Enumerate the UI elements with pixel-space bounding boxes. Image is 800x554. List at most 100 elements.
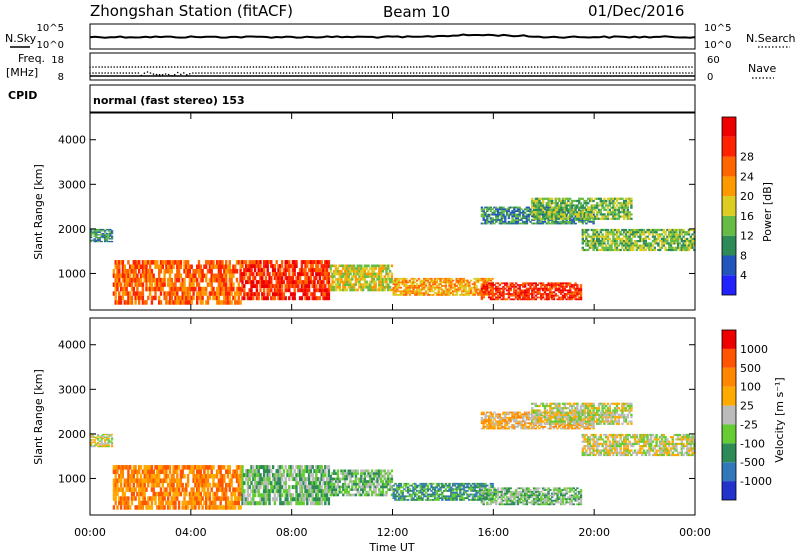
echo-cell	[581, 237, 584, 240]
echo-cell	[192, 500, 195, 506]
echo-cell	[664, 246, 667, 249]
echo-cell	[538, 215, 541, 218]
nave-point	[282, 72, 285, 74]
echo-cell	[605, 246, 608, 249]
echo-cell	[262, 268, 266, 273]
echo-cell	[158, 474, 161, 479]
echo-cell	[243, 272, 246, 277]
echo-cell	[114, 282, 117, 287]
echo-cell	[437, 285, 440, 287]
echo-cell	[560, 298, 563, 301]
echo-cell	[414, 281, 417, 284]
echo-cell	[374, 272, 377, 276]
echo-cell	[334, 477, 338, 481]
echo-cell	[657, 237, 660, 240]
echo-cell	[691, 242, 694, 245]
echo-cell	[579, 298, 583, 301]
echo-cell	[259, 485, 262, 490]
echo-cell	[525, 208, 529, 211]
echo-cell	[635, 240, 638, 243]
echo-cell	[147, 482, 150, 488]
echo-cell	[569, 208, 572, 211]
echo-cell	[210, 286, 213, 292]
echo-cell	[119, 469, 123, 474]
echo-cell	[105, 228, 108, 231]
echo-cell	[345, 288, 349, 292]
echo-cell	[215, 264, 219, 269]
echo-cell	[194, 286, 197, 292]
echo-cell	[107, 443, 110, 445]
echo-cell	[388, 288, 392, 292]
echo-cell	[475, 288, 478, 291]
echo-cell	[270, 485, 273, 490]
echo-cell	[174, 295, 177, 301]
echo-cell	[168, 482, 172, 488]
echo-cell	[252, 497, 255, 502]
echo-cell	[639, 246, 642, 249]
echo-cell	[489, 293, 493, 295]
echo-cell	[360, 285, 363, 289]
echo-cell	[152, 487, 155, 492]
echo-cell	[109, 240, 112, 243]
echo-cell	[360, 269, 363, 273]
echo-cell	[403, 290, 406, 293]
echo-cell	[331, 488, 334, 491]
echo-cell	[651, 248, 655, 252]
echo-cell	[174, 469, 177, 474]
echo-cell	[300, 477, 304, 482]
echo-cell	[424, 277, 428, 280]
echo-cell	[127, 277, 130, 283]
echo-cell	[145, 465, 148, 470]
freq-point	[388, 66, 391, 68]
echo-cell	[518, 296, 521, 299]
nave-point	[561, 72, 563, 74]
echo-cell	[608, 248, 611, 252]
echo-cell	[489, 284, 493, 286]
echo-cell	[282, 489, 286, 494]
echo-cell	[114, 295, 117, 301]
echo-cell	[159, 465, 163, 470]
echo-cell	[626, 208, 629, 211]
echo-cell	[579, 294, 583, 297]
echo-cell	[594, 246, 597, 249]
echo-cell	[235, 260, 239, 265]
echo-cell	[219, 500, 222, 506]
echo-cell	[270, 264, 273, 269]
echo-cell	[691, 240, 694, 243]
nave-point	[361, 72, 364, 74]
echo-cell	[168, 260, 172, 265]
echo-cell	[105, 433, 108, 436]
echo-cell	[181, 286, 184, 292]
echo-cell	[119, 260, 123, 265]
echo-cell	[336, 482, 340, 486]
echo-cell	[433, 281, 437, 284]
echo-cell	[547, 220, 550, 223]
echo-cell	[596, 202, 599, 205]
echo-cell	[444, 288, 448, 291]
echo-cell	[590, 228, 593, 232]
echo-cell	[583, 199, 586, 203]
echo-cell	[102, 435, 105, 437]
echo-cell	[91, 232, 94, 235]
echo-cell	[551, 215, 554, 218]
echo-cell	[313, 481, 316, 486]
echo-cell	[572, 199, 575, 203]
echo-cell	[545, 285, 548, 288]
echo-cell	[608, 231, 611, 234]
echo-cell	[460, 283, 464, 286]
nave-point	[252, 72, 255, 74]
echo-cell	[484, 289, 487, 292]
echo-cell	[541, 208, 545, 211]
echo-cell	[660, 244, 664, 247]
echo-cell	[630, 242, 633, 245]
echo-cell	[450, 281, 453, 284]
echo-cell	[228, 500, 231, 506]
echo-cell	[363, 277, 367, 281]
echo-cell	[311, 501, 314, 506]
freq-point	[294, 66, 297, 68]
echo-cell	[253, 264, 257, 269]
echo-cell	[450, 292, 453, 294]
echo-cell	[259, 497, 262, 502]
echo-cell	[136, 505, 139, 510]
echo-cell	[397, 285, 401, 287]
